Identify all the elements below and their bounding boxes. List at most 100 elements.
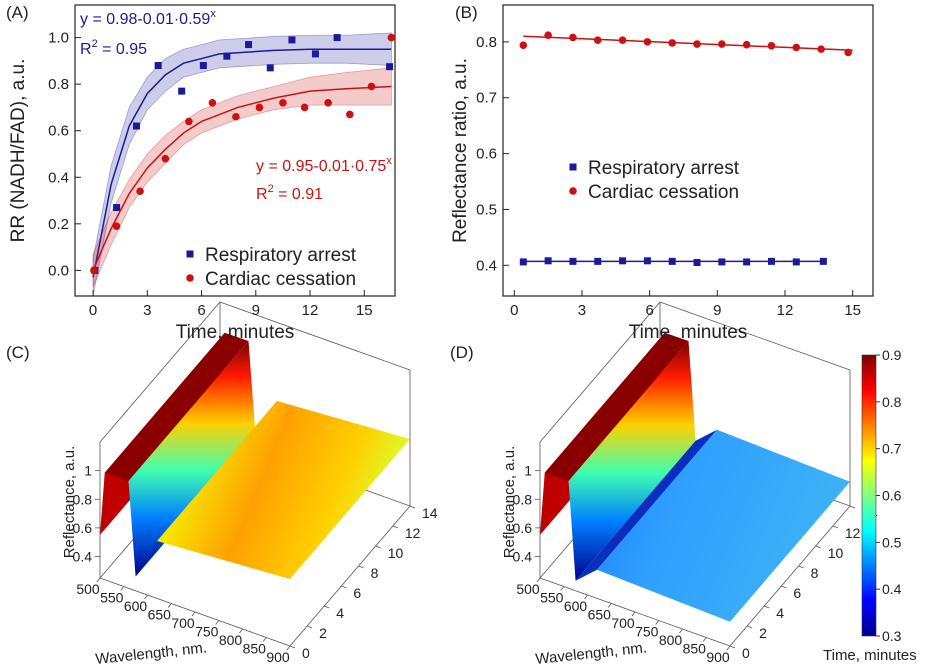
point — [817, 45, 825, 53]
y-tick-label: 8 — [371, 565, 379, 581]
point — [619, 257, 627, 265]
annotation-superscript: 2 — [92, 38, 98, 50]
colorbar — [861, 354, 877, 637]
legend-marker — [186, 274, 194, 282]
y-tick-label: 0.8 — [48, 76, 69, 93]
x-tick-label: 550 — [540, 590, 564, 606]
x-tick — [262, 637, 267, 642]
x-tick-label: 600 — [124, 598, 148, 614]
z-tick-label: 0.6 — [73, 520, 93, 536]
y-tick — [392, 525, 399, 529]
y-tick-label: 10 — [388, 545, 404, 561]
surface-patch — [568, 341, 696, 581]
point — [668, 257, 676, 265]
point — [132, 122, 140, 130]
y-tick-label: 6 — [793, 585, 801, 601]
x-tick-label: 900 — [706, 649, 730, 665]
annotation-text: y = 0.98-0.01·0.59 — [80, 11, 210, 28]
y-tick-label: 0.6 — [476, 146, 497, 163]
y-tick-label: 8 — [811, 565, 819, 581]
colorbar-tick-label: 0.5 — [882, 534, 902, 550]
annotation-text: R — [80, 41, 92, 58]
y-tick — [341, 585, 347, 589]
x-tick — [239, 628, 243, 634]
annotation-superscript: x — [210, 8, 216, 20]
point — [113, 204, 121, 212]
x-tick-label: 850 — [683, 641, 707, 657]
annotation: R2 = 0.91 — [256, 183, 323, 203]
colorbar-tick-label: 0.8 — [882, 394, 902, 410]
box-edge — [539, 301, 661, 443]
y-tick — [409, 505, 416, 509]
point — [266, 64, 274, 72]
x-tick-label: 550 — [100, 590, 124, 606]
x-tick-label: 15 — [844, 302, 861, 319]
plot-area — [90, 32, 395, 296]
x-tick-label: 800 — [219, 632, 243, 648]
point — [300, 103, 309, 112]
point — [819, 257, 827, 265]
plot-frame — [74, 4, 396, 297]
x-tick-label: 3 — [143, 302, 151, 319]
panel-label: (D) — [450, 343, 474, 362]
surface-c — [100, 332, 410, 579]
x-tick-label: 9 — [252, 302, 260, 319]
plot-frame — [502, 4, 874, 297]
legend-label: Cardiac cessation — [588, 182, 739, 203]
x-tick — [215, 620, 220, 625]
x-tick-label: 700 — [171, 615, 195, 631]
x-tick — [655, 620, 660, 625]
point — [386, 63, 394, 71]
point — [569, 257, 577, 265]
y-tick — [781, 585, 787, 589]
y-tick-label: 12 — [405, 525, 421, 541]
point — [387, 33, 395, 42]
y-tick-label: 0.5 — [476, 201, 497, 218]
plot-area — [519, 31, 853, 266]
x-tick-label: 500 — [516, 581, 540, 597]
y-tick — [746, 625, 753, 629]
z-tick-label: 0.8 — [73, 491, 93, 507]
panel-label: (B) — [455, 3, 478, 22]
point — [693, 258, 701, 266]
x-axis-label: Wavelength, nm. — [535, 639, 648, 668]
annotation-text: R — [256, 186, 268, 203]
z-axis-label: Reflectance, a.u. — [61, 446, 78, 559]
x-tick-label: 12 — [302, 302, 319, 319]
point — [255, 103, 264, 112]
y-tick-label: 6 — [353, 585, 361, 601]
x-tick-label: 6 — [645, 302, 653, 319]
y-tick-label: 0 — [302, 645, 310, 661]
y-tick-label: 10 — [828, 545, 844, 561]
z-tick-label: 0.6 — [513, 520, 533, 536]
point — [643, 257, 651, 265]
y-tick-label: 0.2 — [48, 216, 69, 233]
point — [718, 258, 726, 266]
point — [199, 62, 207, 70]
point — [324, 98, 332, 107]
x-tick-label: 900 — [266, 649, 290, 665]
box-edge — [659, 301, 851, 371]
point — [311, 50, 319, 58]
z-tick-label: 0.4 — [513, 549, 533, 565]
x-tick — [584, 594, 588, 600]
point — [618, 36, 627, 44]
point — [208, 98, 217, 107]
x-tick — [286, 645, 291, 651]
point — [594, 257, 602, 265]
surface-patch — [128, 341, 256, 577]
y-tick-label: 0 — [742, 645, 750, 661]
y-tick-label: 2 — [759, 625, 767, 641]
y-tick — [764, 605, 770, 609]
y-tick — [815, 545, 821, 549]
y-tick — [324, 605, 330, 609]
y-tick-label: 0.0 — [48, 262, 69, 279]
annotation-superscript: 2 — [268, 183, 274, 195]
y-tick — [375, 545, 381, 549]
z-tick-label: 0.4 — [73, 549, 93, 565]
point — [844, 48, 852, 57]
y-tick-label: 0.7 — [476, 90, 497, 107]
y-tick-label: 0.6 — [48, 123, 69, 140]
annotation-text: y = 0.95-0.01·0.75 — [256, 158, 386, 175]
y-tick-label: 2 — [319, 625, 327, 641]
